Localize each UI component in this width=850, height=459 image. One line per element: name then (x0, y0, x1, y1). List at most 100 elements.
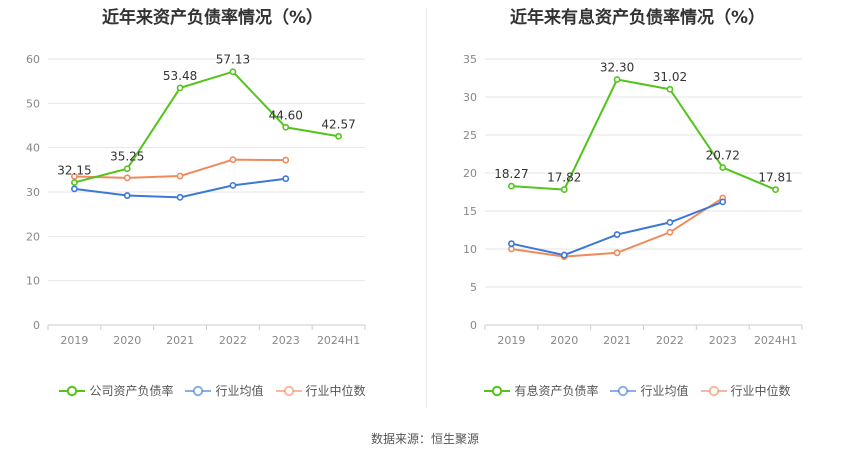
data-label: 17.82 (547, 171, 581, 185)
y-tick-label: 10 (26, 275, 40, 288)
data-point (508, 240, 515, 248)
legend-label: 行业中位数 (305, 384, 366, 398)
data-point (613, 231, 621, 238)
data-point (123, 192, 131, 199)
data-point (229, 68, 237, 76)
legend-item[interactable]: 行业中位数 (275, 382, 366, 399)
chart-legend: 公司资产负债率 行业均值 行业中位数 (0, 382, 425, 399)
legend-item[interactable]: 行业均值 (610, 382, 689, 399)
line-chart-asset-liability: 0 10 20 30 40 50 60 2019 2020 2021 2022 2023 2024H1 3… (26, 53, 366, 347)
data-label: 18.27 (494, 167, 528, 181)
chart-title: 近年来资产负债率情况（%） (101, 8, 324, 28)
data-label: 53.48 (163, 69, 197, 83)
series-line (74, 70, 339, 184)
x-tick-label: 2023 (709, 334, 737, 347)
x-tick-label: 2022 (219, 334, 247, 347)
x-tick-label: 2023 (272, 334, 300, 347)
legend-line-marker-icon (700, 385, 727, 396)
data-point (719, 198, 727, 206)
data-point (666, 218, 674, 226)
y-tick-label: 15 (463, 205, 477, 218)
data-point (666, 85, 674, 93)
data-label: 20.72 (706, 149, 740, 163)
data-point (176, 84, 184, 92)
data-label: 57.13 (216, 53, 250, 67)
series-line (511, 200, 724, 257)
line-chart-interest-bearing-liability: 0 5 10 15 20 25 30 35 2019 2020 2021 2022 2023 2024H1… (463, 53, 803, 347)
chart-panel-right: 近年来有息资产负债率情况（%） 0 5 10 15 20 25 30 35 2019 2020 20… (425, 0, 850, 420)
series-line (511, 78, 776, 191)
y-tick-label: 35 (463, 53, 477, 66)
data-source-note: 数据来源：恒生聚源 (370, 432, 479, 446)
data-point (335, 132, 342, 140)
data-point (71, 185, 78, 193)
data-point (229, 181, 237, 189)
chart-title: 近年来有息资产负债率情况（%） (509, 8, 766, 28)
legend-item[interactable]: 行业均值 (185, 382, 264, 399)
data-point (508, 182, 515, 190)
legend-line-marker-icon (610, 385, 637, 396)
y-tick-label: 0 (33, 319, 40, 332)
data-point (508, 245, 515, 253)
legend-line-marker-icon (484, 385, 511, 396)
data-point (229, 156, 237, 164)
data-point (560, 186, 568, 193)
data-point (176, 193, 184, 201)
legend-item[interactable]: 行业中位数 (700, 382, 791, 399)
panel-divider (426, 8, 427, 408)
x-tick-label: 2024H1 (317, 334, 360, 347)
x-tick-label: 2019 (497, 334, 525, 347)
y-tick-label: 25 (463, 129, 477, 142)
data-label: 44.60 (269, 108, 303, 122)
series-line (511, 197, 724, 258)
legend-line-marker-icon (275, 385, 302, 396)
y-tick-label: 10 (463, 243, 477, 256)
y-tick-label: 30 (26, 186, 40, 199)
y-tick-label: 0 (470, 319, 477, 332)
data-label: 32.15 (57, 163, 91, 177)
chart-legend: 有息资产负债率 行业均值 行业中位数 (425, 382, 850, 399)
x-tick-label: 2021 (603, 334, 631, 347)
data-point (282, 156, 290, 164)
x-tick-label: 2020 (113, 334, 141, 347)
x-tick-label: 2021 (166, 334, 194, 347)
data-point (282, 175, 290, 183)
data-point (123, 165, 131, 173)
legend-line-marker-icon (185, 385, 212, 396)
data-point (176, 172, 184, 180)
legend-item[interactable]: 公司资产负债率 (59, 382, 173, 399)
legend-label: 有息资产负债率 (514, 384, 599, 398)
y-tick-label: 50 (26, 97, 40, 110)
x-tick-label: 2019 (60, 334, 88, 347)
x-tick-label: 2024H1 (754, 334, 797, 347)
x-tick-label: 2022 (656, 334, 684, 347)
y-tick-label: 30 (463, 91, 477, 104)
y-tick-label: 5 (470, 281, 477, 294)
data-point (123, 174, 131, 182)
data-point (666, 228, 674, 236)
legend-label: 行业均值 (215, 384, 264, 398)
data-label: 35.25 (110, 150, 144, 164)
data-label: 42.57 (321, 117, 355, 131)
data-point (613, 76, 621, 83)
data-point (719, 164, 727, 171)
legend-line-marker-icon (59, 385, 86, 396)
legend-item[interactable]: 有息资产负债率 (484, 382, 598, 399)
data-point (71, 179, 78, 186)
data-point (282, 123, 290, 131)
data-label: 31.02 (653, 70, 687, 84)
data-point (560, 251, 568, 259)
y-tick-label: 20 (26, 230, 40, 243)
data-label: 17.81 (758, 171, 792, 185)
y-tick-label: 40 (26, 142, 40, 155)
y-tick-label: 20 (463, 167, 477, 180)
data-point (613, 249, 621, 257)
legend-label: 行业均值 (640, 384, 689, 398)
data-point (772, 186, 779, 194)
chart-panel-left: 近年来资产负债率情况（%） 0 10 20 30 40 50 60 2019 2020 2021 2… (0, 0, 425, 420)
legend-label: 公司资产负债率 (89, 384, 174, 398)
y-tick-label: 60 (26, 53, 40, 66)
x-tick-label: 2020 (550, 334, 578, 347)
legend-label: 行业中位数 (730, 384, 791, 398)
data-label: 32.30 (600, 61, 634, 75)
